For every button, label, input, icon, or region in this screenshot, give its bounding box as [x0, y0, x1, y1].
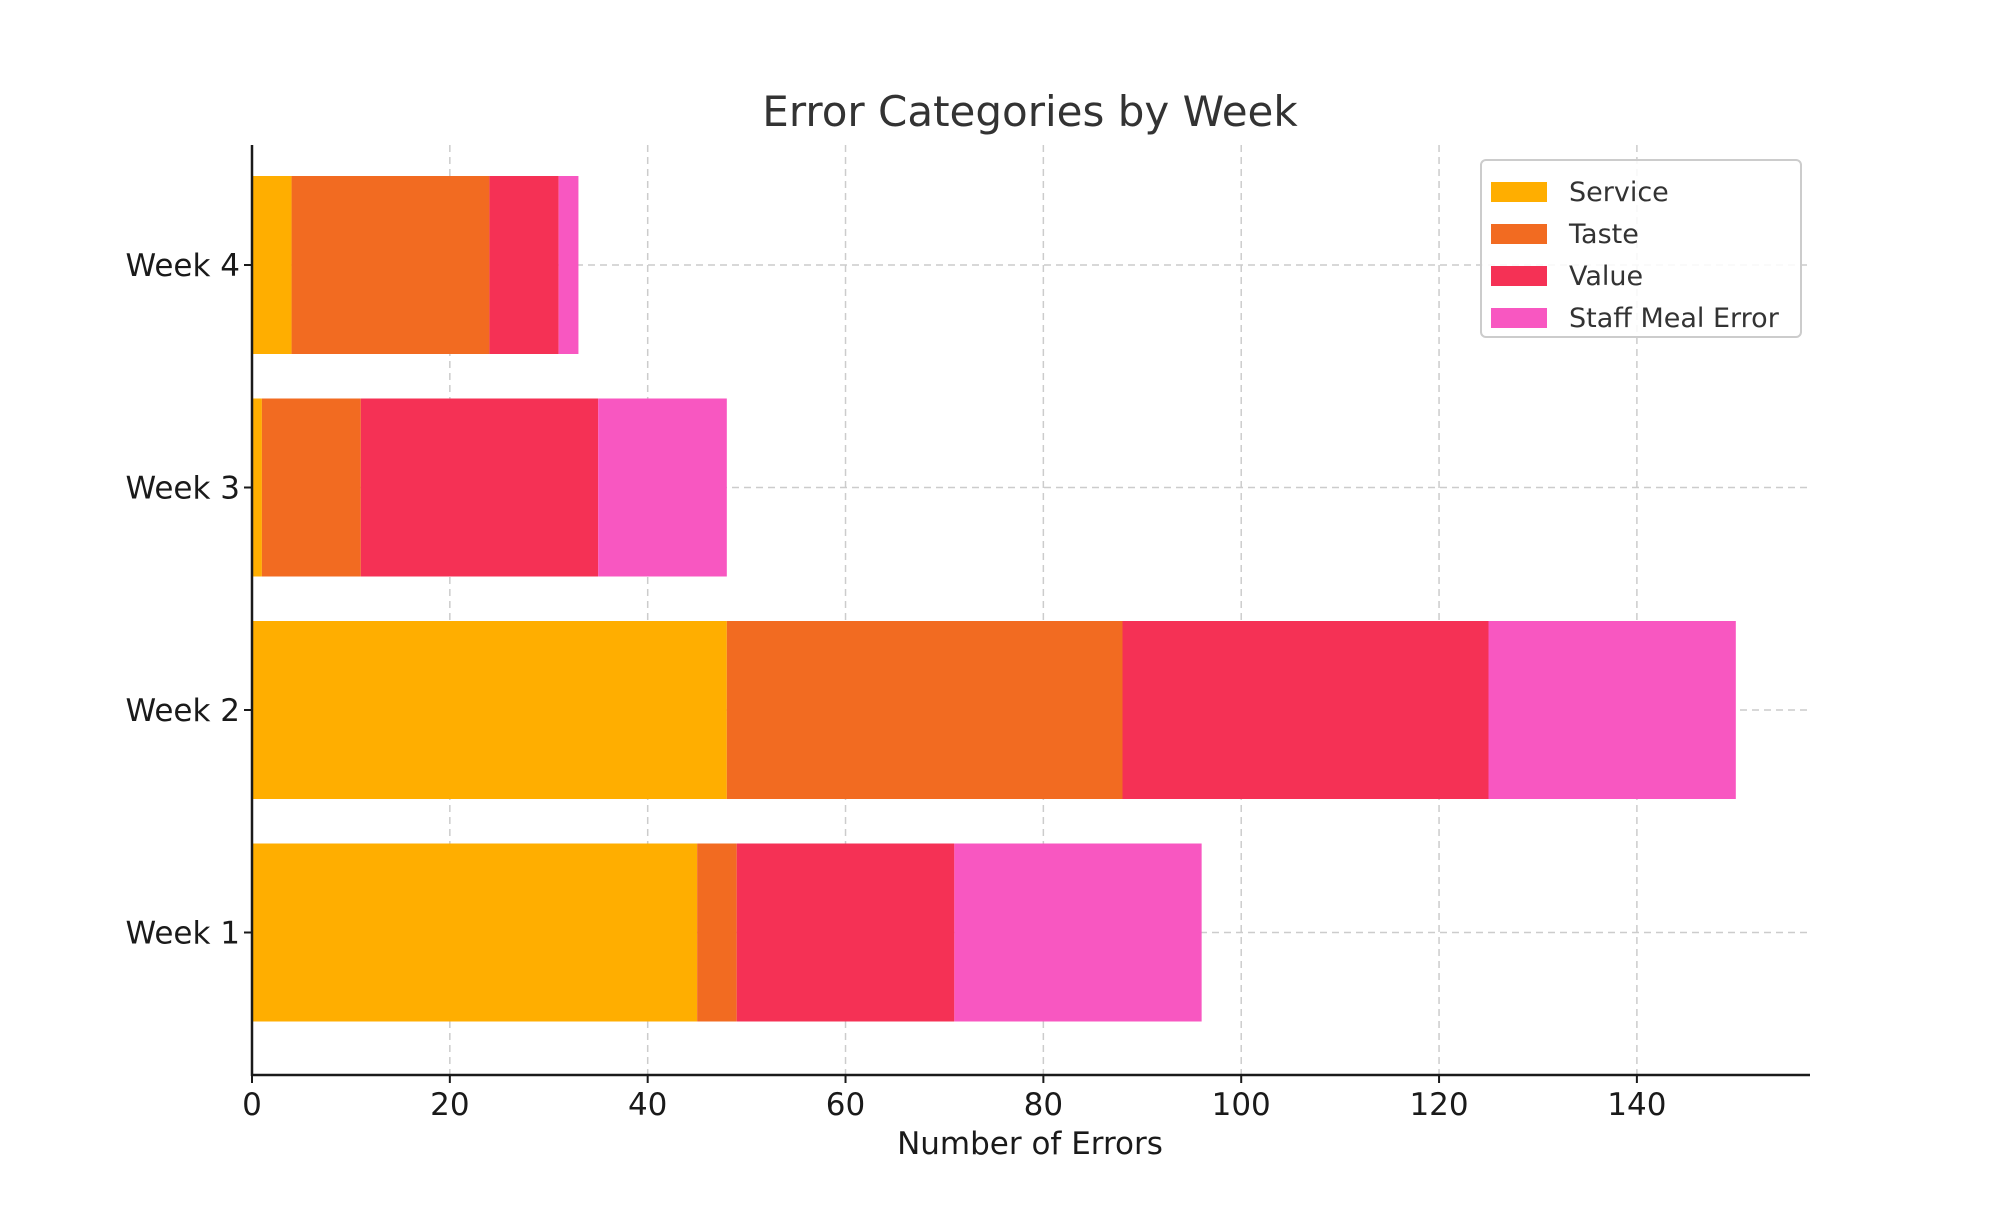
- bar-segment-staff-meal-error-week-4: [558, 176, 579, 354]
- bar-segment-value-week-4: [489, 176, 559, 354]
- bar-segment-value-week-2: [1122, 621, 1489, 799]
- x-tick-label: 60: [826, 1087, 865, 1123]
- x-tick-label: 40: [628, 1087, 667, 1123]
- x-tick-label: 20: [430, 1087, 469, 1123]
- legend-swatch: [1491, 266, 1547, 286]
- bar-segment-taste-week-2: [726, 621, 1123, 799]
- y-tick-label: Week 3: [125, 471, 240, 507]
- bar-segment-value-week-1: [736, 843, 955, 1022]
- legend-label: Taste: [1568, 219, 1639, 250]
- bar-segment-service-week-1: [252, 843, 698, 1022]
- y-tick-label: Week 1: [125, 916, 240, 952]
- y-tick-label: Week 2: [125, 693, 240, 729]
- bar-segment-value-week-3: [360, 398, 599, 577]
- x-tick-label: 80: [1024, 1087, 1063, 1123]
- bars: [252, 176, 1736, 1022]
- bar-segment-service-week-3: [252, 398, 262, 577]
- bar-segment-staff-meal-error-week-2: [1488, 621, 1736, 799]
- legend: Service Taste Value Staff Meal Error: [1480, 159, 1802, 338]
- bar-segment-staff-meal-error-week-1: [954, 843, 1202, 1022]
- bar-segment-taste-week-1: [697, 843, 737, 1022]
- legend-box: [1480, 159, 1802, 338]
- x-tick-label: 140: [1607, 1087, 1666, 1123]
- bar-segment-service-week-2: [252, 621, 727, 799]
- legend-label: Service: [1569, 177, 1669, 208]
- x-axis-label: Number of Errors: [897, 1126, 1163, 1162]
- axes: [250, 145, 1810, 1077]
- bar-segment-staff-meal-error-week-3: [598, 398, 727, 577]
- legend-swatch: [1491, 224, 1547, 244]
- x-tick-label: 0: [242, 1087, 262, 1123]
- x-tick-label: 120: [1409, 1087, 1468, 1123]
- legend-label: Staff Meal Error: [1569, 303, 1780, 334]
- legend-label: Value: [1569, 261, 1643, 292]
- x-tick-label: 100: [1212, 1087, 1271, 1123]
- legend-swatch: [1491, 308, 1547, 328]
- bar-segment-service-week-4: [252, 176, 292, 354]
- legend-swatch: [1491, 182, 1547, 202]
- y-tick-label: Week 4: [125, 248, 240, 284]
- tick-labels: 0 20 40 60 80 100 120 140 Week 1 Week 2 Week 3 Week…: [125, 248, 1666, 1123]
- bar-segment-taste-week-3: [261, 398, 361, 577]
- chart-title: Error Categories by Week: [762, 87, 1298, 136]
- bar-segment-taste-week-4: [291, 176, 490, 354]
